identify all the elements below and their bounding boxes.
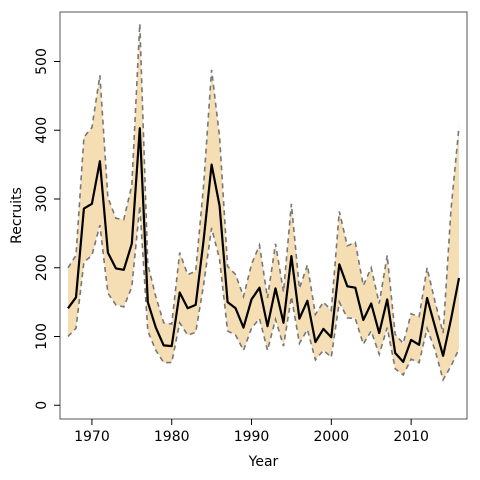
y-tick-label: 300: [34, 186, 50, 213]
y-tick-label: 200: [34, 254, 50, 281]
x-tick-label: 1980: [154, 429, 190, 445]
upper-bound-line: [67, 23, 460, 346]
x-tick-label: 2010: [393, 429, 429, 445]
y-axis: 0 100 200 300 400 500: [34, 48, 60, 410]
confidence-band-layer: [68, 23, 459, 380]
x-tick-label: 2000: [314, 429, 350, 445]
x-axis: 1970 1980 1990 2000 2010: [74, 419, 429, 445]
estimate-line: [67, 127, 461, 363]
y-tick-label: 500: [34, 48, 50, 75]
x-tick-label: 1970: [74, 429, 110, 445]
lower-bound-line: [67, 205, 460, 382]
plot-frame: [59, 11, 468, 420]
series-line-layer: [67, 23, 461, 382]
y-tick-label: 100: [34, 323, 50, 350]
y-tick-label: 400: [34, 117, 50, 144]
confidence-band: [68, 23, 459, 380]
x-tick-label: 1990: [234, 429, 270, 445]
y-axis-title: Recruits: [9, 187, 25, 244]
y-tick-label: 0: [34, 401, 50, 410]
x-axis-title: Year: [248, 454, 279, 470]
